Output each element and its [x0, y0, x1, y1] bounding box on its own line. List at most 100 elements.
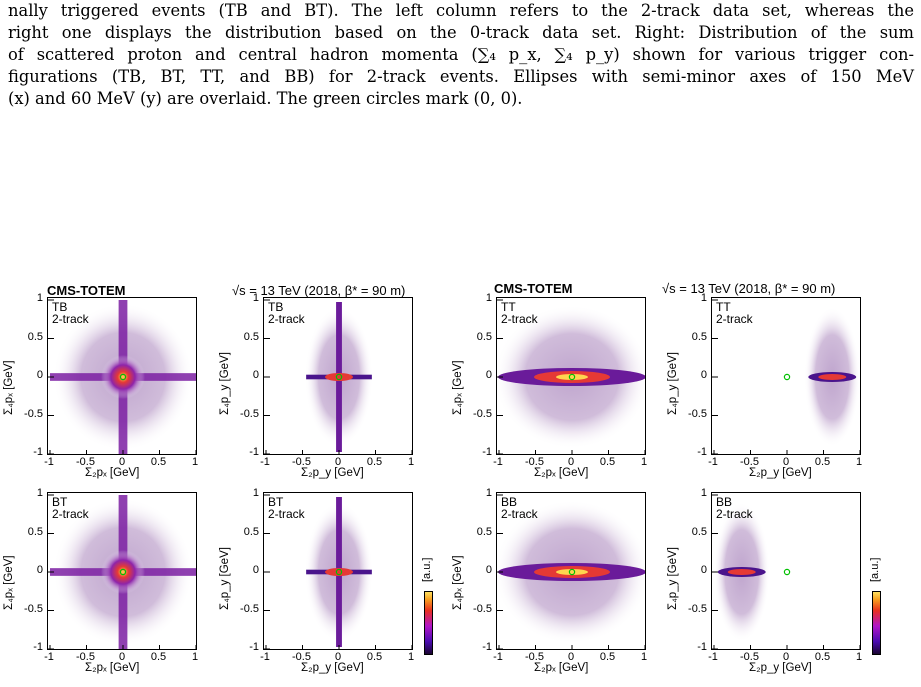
- colorbar: [424, 591, 433, 655]
- experiment-label-right: CMS-TOTEM: [494, 281, 573, 296]
- heatmap: [264, 299, 412, 454]
- histogram-panel-tb-y: TB 2-track 1 0.5 0 -0.5 -1 -1 -0.5 0 0.5 1 Σ₂p_y [Ge…: [219, 292, 414, 479]
- x-tick-label: 0: [118, 456, 126, 468]
- experiment-label-left: CMS-TOTEM: [47, 283, 126, 298]
- heatmap: [712, 494, 860, 649]
- x-axis-label: Σ₂pₓ [GeV]: [534, 662, 589, 674]
- figure: CMS-TOTEM √s = 13 TeV (2018, β* = 90 m) …: [0, 275, 921, 687]
- trigger-label: TT: [716, 300, 731, 314]
- y-tick-label: 0.5: [27, 525, 43, 538]
- y-tick-label: 0: [252, 369, 259, 381]
- plot-frame: TB 2-track: [263, 297, 413, 455]
- y-tick-label: 0: [700, 564, 707, 576]
- colorbar-label: [a.u.]: [869, 557, 881, 582]
- y-tick-label: 0: [485, 369, 492, 381]
- y-tick-label: 0.5: [691, 525, 707, 538]
- x-axis-label: Σ₂pₓ [GeV]: [85, 662, 140, 674]
- core-center: [556, 374, 588, 380]
- y-tick-label: 1: [485, 487, 492, 499]
- y-tick-label: 0.5: [691, 330, 707, 343]
- colorbar: [872, 591, 881, 655]
- caption-line: right one displays the distribution base…: [8, 23, 914, 42]
- zero-marker: [568, 373, 576, 381]
- y-axis-label: Σ₄pₓ [GeV]: [3, 360, 15, 415]
- zero-marker: [335, 373, 343, 381]
- heatmap: [497, 299, 645, 454]
- caption-line: figurations (TB, BT, TT, and BB) for 2-t…: [8, 67, 914, 86]
- y-tick-label: -0.5: [24, 602, 43, 615]
- zero-marker: [783, 373, 791, 381]
- plot-frame: BT 2-track: [263, 492, 413, 650]
- trigger-label: TB: [268, 300, 284, 314]
- y-tick-label: -0.5: [473, 407, 492, 420]
- y-tick-label: 1: [36, 487, 43, 499]
- y-tick-label: 0: [36, 369, 43, 381]
- core: [818, 374, 847, 380]
- y-tick-label: -1: [697, 446, 707, 458]
- y-tick-label: -1: [482, 446, 492, 458]
- trigger-label: TT: [501, 300, 516, 314]
- y-tick-label: 0: [700, 369, 707, 381]
- x-tick-label: -1: [44, 456, 54, 468]
- x-tick-label: 0.5: [150, 651, 167, 663]
- heatmap: [264, 494, 412, 649]
- x-tick-label: -1: [44, 651, 54, 663]
- histogram-panel-tt-x: TT 2-track 1 0.5 0 -0.5 -1 -1 -0.5 0 0.5 1 Σ₂pₓ [GeV…: [452, 292, 647, 479]
- x-tick-label: -1: [260, 651, 270, 663]
- x-tick-label: 0.5: [599, 456, 616, 468]
- y-tick-label: -1: [482, 641, 492, 653]
- x-tick-label: 1: [855, 651, 863, 663]
- y-tick-label: 1: [700, 487, 707, 499]
- y-tick-label: 0.5: [243, 525, 259, 538]
- x-tick-label: 1: [855, 456, 863, 468]
- x-axis-label: Σ₂p_y [GeV]: [301, 662, 364, 674]
- y-tick-label: -0.5: [24, 407, 43, 420]
- plot-frame: TT 2-track: [711, 297, 861, 455]
- y-tick-label: 0.5: [27, 330, 43, 343]
- colorbar-label: [a.u.]: [421, 557, 433, 582]
- sample-label: 2-track: [716, 312, 753, 326]
- x-tick-label: -1: [493, 456, 503, 468]
- y-tick-label: -0.5: [688, 407, 707, 420]
- x-tick-label: 0.5: [150, 456, 167, 468]
- x-tick-label: 0: [782, 651, 790, 663]
- core: [325, 373, 353, 381]
- core: [101, 550, 145, 594]
- x-axis-label: Σ₂p_y [GeV]: [749, 467, 812, 479]
- core: [727, 569, 756, 575]
- x-tick-label: 0.5: [366, 456, 383, 468]
- histogram-panel-bb-y: BB 2-track 1 0.5 0 -0.5 -1 -1 -0.5 0 0.5 1 Σ₂p_y [Ge…: [667, 487, 862, 674]
- histogram-panel-tt-y: TT 2-track 1 0.5 0 -0.5 -1 -1 -0.5 0 0.5 1 Σ₂p_y [Ge…: [667, 292, 862, 479]
- y-axis-label: Σ₄p_y [GeV]: [667, 547, 679, 610]
- figure-caption: nally triggered events (TB and BT). The …: [8, 0, 914, 110]
- x-tick-label: 1: [407, 456, 415, 468]
- sample-label: 2-track: [52, 507, 89, 521]
- x-tick-label: -0.5: [740, 456, 759, 468]
- energy-label-left: √s = 13 TeV (2018, β* = 90 m): [232, 283, 406, 298]
- y-tick-label: -1: [33, 446, 43, 458]
- sample-label: 2-track: [501, 312, 538, 326]
- zero-marker: [568, 568, 576, 576]
- x-tick-label: -0.5: [76, 651, 95, 663]
- y-tick-label: 1: [485, 292, 492, 304]
- x-axis-label: Σ₂p_y [GeV]: [749, 662, 812, 674]
- y-tick-label: -1: [249, 641, 259, 653]
- plot-frame: BB 2-track: [496, 492, 646, 650]
- x-tick-label: -0.5: [525, 456, 544, 468]
- y-tick-label: 1: [700, 292, 707, 304]
- x-tick-label: 0: [567, 651, 575, 663]
- y-axis-label: Σ₄p_y [GeV]: [219, 547, 231, 610]
- plot-frame: BB 2-track: [711, 492, 861, 650]
- x-tick-label: -0.5: [76, 456, 95, 468]
- histogram-panel-bt-x: BT 2-track 1 0.5 0 -0.5 -1 -1 -0.5 0 0.5 1 Σ₂pₓ [GeV…: [3, 487, 198, 674]
- x-tick-label: 0.5: [814, 456, 831, 468]
- energy-label-right: √s = 13 TeV (2018, β* = 90 m): [662, 281, 836, 296]
- plot-frame: TT 2-track: [496, 297, 646, 455]
- y-tick-label: 0.5: [476, 330, 492, 343]
- y-axis-label: Σ₄p_y [GeV]: [667, 352, 679, 415]
- x-tick-label: -1: [708, 456, 718, 468]
- plot-frame: BT 2-track: [47, 492, 197, 650]
- x-tick-label: -0.5: [740, 651, 759, 663]
- histogram-panel-bt-y: BT 2-track 1 0.5 0 -0.5 -1 -1 -0.5 0 0.5 1 Σ₂p_y [Ge…: [219, 487, 414, 674]
- x-tick-label: 1: [191, 651, 199, 663]
